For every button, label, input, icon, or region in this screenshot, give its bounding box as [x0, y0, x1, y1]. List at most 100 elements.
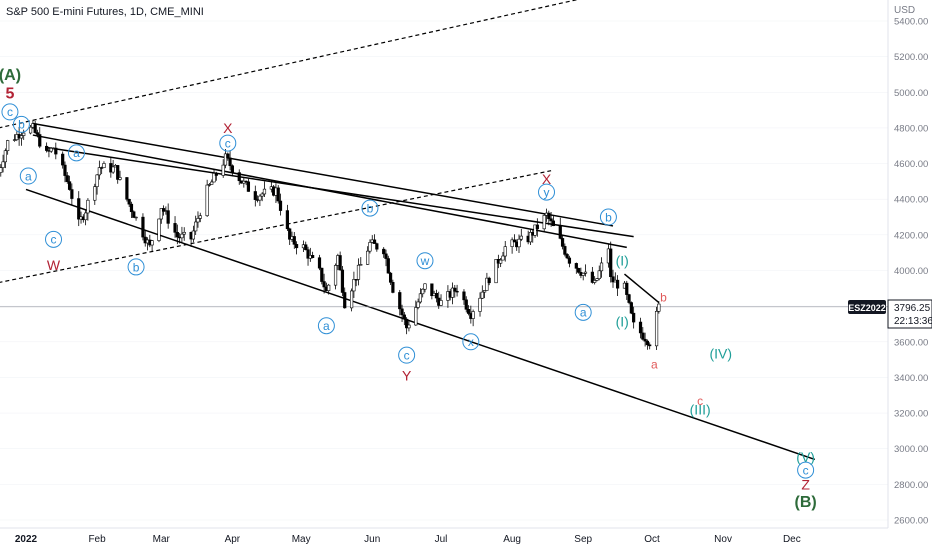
wave-label-circle: [19, 167, 37, 185]
wave-label: b: [660, 291, 667, 305]
candle-body: [276, 187, 280, 202]
candle-body: [423, 283, 427, 290]
time-tick: Dec: [783, 534, 801, 545]
candle-body: [223, 153, 228, 166]
candle-body: [322, 281, 326, 288]
candle-body: [359, 264, 363, 266]
candle-body: [551, 220, 555, 227]
candle-body: [180, 233, 184, 239]
wave-label: (I): [616, 313, 629, 329]
price-tick: 4600.00: [894, 159, 928, 170]
candle-body: [150, 240, 154, 246]
wave-label: a: [323, 319, 330, 333]
candle-body: [480, 291, 484, 299]
candle-body: [246, 181, 251, 192]
candle-body: [260, 193, 264, 197]
candle-body: [471, 311, 475, 319]
candle-body: [400, 308, 404, 316]
price-tick: 5200.00: [894, 52, 928, 63]
wave-label: c: [404, 348, 410, 362]
candle-body: [510, 239, 514, 247]
candle-body: [210, 181, 214, 185]
candle-body: [384, 253, 388, 259]
trendline: [623, 273, 660, 304]
time-tick: Feb: [88, 534, 106, 545]
wave-label: (I): [616, 253, 629, 269]
candle-body: [278, 200, 283, 211]
trendline: [0, 170, 552, 283]
wave-label: W: [47, 257, 61, 273]
wave-label: (IV): [709, 345, 732, 361]
candle-body: [159, 208, 163, 220]
candle-body: [418, 293, 422, 303]
candle-body: [0, 167, 3, 173]
wave-label: b: [605, 210, 612, 224]
candle-body: [421, 288, 425, 295]
time-tick: Oct: [644, 534, 660, 545]
price-tick: 5000.00: [894, 88, 928, 99]
candle-body: [340, 269, 345, 293]
wave-label: X: [223, 120, 233, 136]
wave-label-circle: [416, 252, 434, 270]
wave-label-circle: [317, 317, 335, 335]
candle-body: [599, 262, 604, 272]
wave-label-circle: [1, 103, 19, 121]
candle-body: [6, 140, 10, 152]
price-tick: 2600.00: [894, 516, 928, 527]
wave-label: (III): [690, 402, 711, 418]
candle-body: [111, 166, 115, 173]
candle-body: [226, 153, 230, 159]
candle-body: [327, 284, 331, 291]
candle-body: [141, 216, 145, 238]
candle-body: [478, 297, 482, 312]
countdown-label: 22:13:36: [894, 316, 932, 327]
candle-body: [434, 292, 439, 299]
candle-body: [533, 224, 537, 236]
price-tick: 3200.00: [894, 409, 928, 420]
wave-label: c: [7, 105, 13, 119]
currency-label: USD: [894, 5, 915, 16]
candle-body: [338, 255, 342, 271]
candle-body: [306, 249, 310, 259]
candle-body: [565, 254, 569, 259]
candle-body: [84, 212, 88, 221]
candle-body: [391, 282, 395, 293]
candle-body: [503, 246, 507, 257]
candle-body: [304, 244, 308, 251]
candle-body: [352, 279, 356, 292]
candle-body: [28, 126, 33, 134]
candle-body: [97, 167, 101, 176]
candle-body: [77, 198, 81, 220]
candle-body: [611, 276, 615, 283]
candle-body: [466, 309, 471, 314]
candle-body: [462, 291, 466, 301]
candle-body: [487, 277, 491, 284]
grid-layer: [0, 20, 888, 521]
candle-body: [262, 188, 267, 195]
wave-label-circle: [574, 303, 592, 321]
time-tick: Apr: [225, 534, 241, 545]
candle-body: [615, 279, 620, 289]
wave-label: c: [51, 233, 57, 247]
candle-body: [253, 191, 257, 200]
candle-body: [157, 218, 161, 241]
candle-body: [645, 340, 650, 346]
candle-body: [558, 225, 562, 239]
candle-body: [118, 177, 122, 180]
price-tick: 4400.00: [894, 195, 928, 206]
candle-body: [175, 232, 179, 238]
wave-label: a: [25, 169, 32, 183]
candle-body: [627, 294, 631, 303]
wave-label-circle: [219, 134, 237, 152]
wave-label: y: [544, 185, 550, 199]
time-tick: May: [292, 534, 311, 545]
candle-body: [535, 224, 539, 230]
price-tick: 2800.00: [894, 480, 928, 491]
time-tick: 2022: [15, 534, 38, 545]
candle-body: [292, 236, 296, 245]
candle-body: [593, 280, 597, 283]
candle-body: [517, 238, 521, 248]
